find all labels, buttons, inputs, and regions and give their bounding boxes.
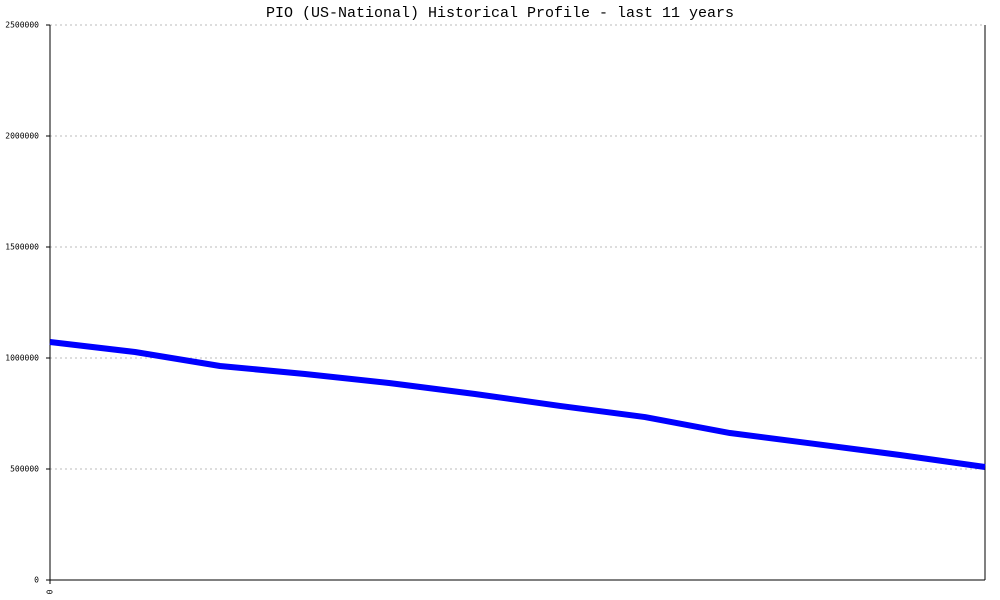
y-tick-label: 2500000 [5,21,39,30]
x-tick-label: 0 [46,589,55,594]
series-line [49,339,986,470]
y-tick-label: 1000000 [5,354,39,363]
y-tick-label: 1500000 [5,243,39,252]
chart-title: PIO (US-National) Historical Profile - l… [266,5,734,22]
y-tick-label: 0 [34,576,39,585]
y-tick-label: 2000000 [5,132,39,141]
y-tick-label: 500000 [10,465,39,474]
